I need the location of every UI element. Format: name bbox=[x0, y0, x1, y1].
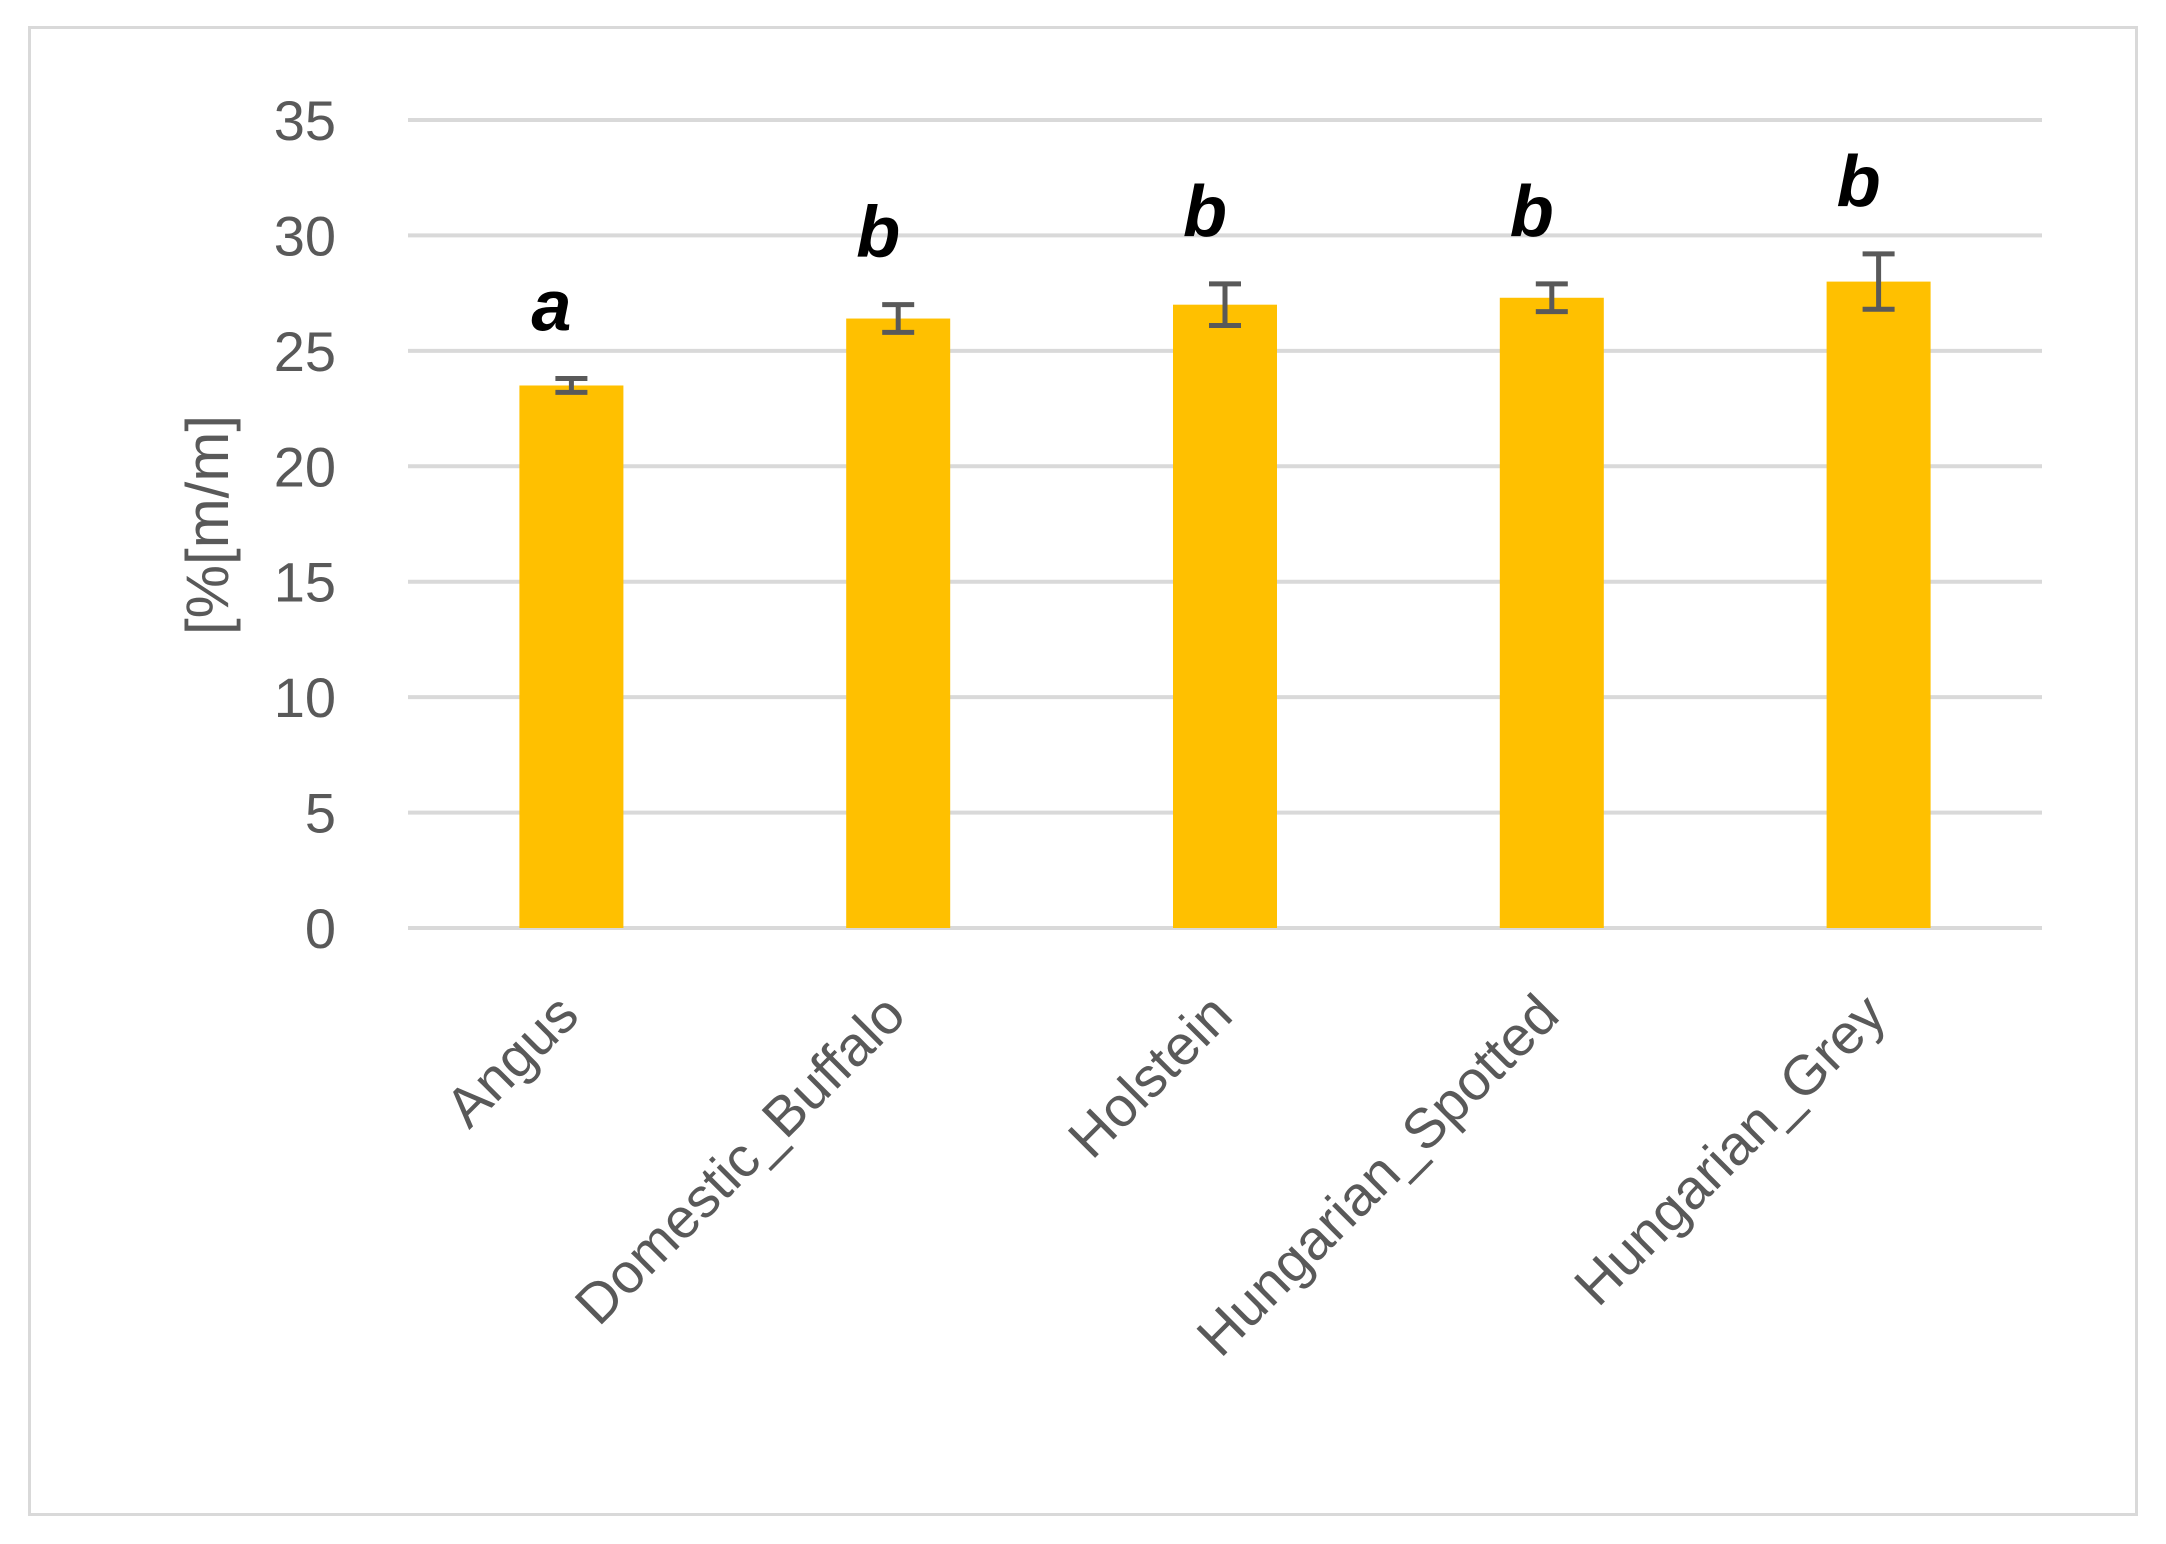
y-tick-labels: 0 5 10 15 20 25 30 35 bbox=[274, 89, 336, 960]
bar bbox=[1173, 304, 1277, 929]
error-bar bbox=[1862, 251, 1895, 312]
significance-label: b bbox=[1510, 172, 1554, 252]
bar bbox=[1499, 297, 1604, 928]
y-tick-label: 35 bbox=[274, 89, 336, 152]
bar bbox=[1826, 281, 1931, 929]
y-tick-label: 30 bbox=[274, 204, 336, 267]
bar bbox=[519, 385, 624, 928]
y-tick-label: 5 bbox=[305, 782, 336, 845]
category-label: Angus bbox=[433, 982, 590, 1139]
category-label: Hungarian_Spotted bbox=[1184, 982, 1570, 1368]
bar bbox=[846, 318, 951, 929]
y-tick-label: 15 bbox=[274, 551, 336, 614]
y-tick-label: 25 bbox=[274, 320, 336, 383]
y-tick-label: 20 bbox=[274, 435, 336, 498]
error-bar bbox=[555, 376, 588, 395]
significance-label: b bbox=[1183, 172, 1227, 252]
category-label: Hungarian_Grey bbox=[1562, 982, 1897, 1317]
chart-frame bbox=[28, 26, 2138, 1516]
y-axis-label: [%[m/m] bbox=[174, 415, 241, 635]
error-bar bbox=[1209, 281, 1241, 328]
y-tick-label: 0 bbox=[305, 897, 336, 960]
significance-label: a bbox=[531, 267, 571, 347]
y-tick-label: 10 bbox=[274, 666, 336, 729]
error-bar bbox=[882, 302, 915, 335]
significance-label: b bbox=[1837, 142, 1881, 222]
significance-labels: a b b b b bbox=[531, 142, 1880, 347]
error-bars bbox=[555, 251, 1895, 395]
bars bbox=[519, 281, 1931, 929]
significance-label: b bbox=[856, 193, 900, 273]
category-label: Holstein bbox=[1056, 982, 1244, 1170]
error-bar bbox=[1535, 281, 1568, 315]
category-label: Domestic_Buffalo bbox=[563, 982, 917, 1336]
